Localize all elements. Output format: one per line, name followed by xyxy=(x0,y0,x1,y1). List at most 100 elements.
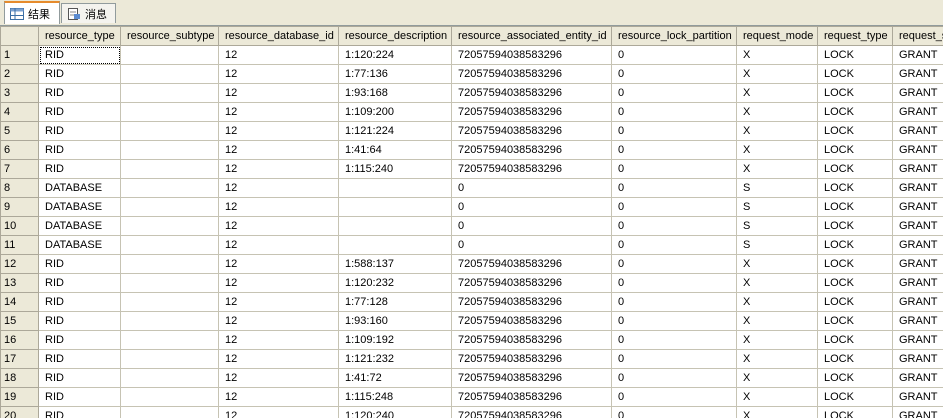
grid-cell[interactable]: 0 xyxy=(611,159,737,179)
grid-cell[interactable]: RID xyxy=(38,45,121,65)
grid-cell[interactable]: 72057594038583296 xyxy=(451,311,612,331)
grid-cell[interactable]: LOCK xyxy=(817,102,893,122)
grid-cell[interactable]: LOCK xyxy=(817,197,893,217)
grid-cell[interactable]: X xyxy=(736,406,818,418)
grid-cell[interactable]: 72057594038583296 xyxy=(451,102,612,122)
grid-cell[interactable]: LOCK xyxy=(817,140,893,160)
grid-cell[interactable]: 12 xyxy=(218,121,339,141)
grid-cell[interactable]: 0 xyxy=(611,273,737,293)
grid-cell[interactable]: 12 xyxy=(218,140,339,160)
grid-cell[interactable]: X xyxy=(736,330,818,350)
grid-cell[interactable]: LOCK xyxy=(817,159,893,179)
grid-cell[interactable]: 12 xyxy=(218,102,339,122)
grid-cell[interactable]: LOCK xyxy=(817,216,893,236)
grid-cell[interactable]: 72057594038583296 xyxy=(451,45,612,65)
grid-cell[interactable]: LOCK xyxy=(817,273,893,293)
grid-cell[interactable]: GRANT xyxy=(892,83,943,103)
grid-cell[interactable]: GRANT xyxy=(892,197,943,217)
grid-cell[interactable]: 72057594038583296 xyxy=(451,387,612,407)
column-header[interactable]: resource_description xyxy=(338,26,452,46)
grid-cell[interactable] xyxy=(120,102,219,122)
grid-cell[interactable]: RID xyxy=(38,406,121,418)
grid-cell[interactable]: 12 xyxy=(218,159,339,179)
grid-cell[interactable]: GRANT xyxy=(892,64,943,84)
grid-cell[interactable]: 72057594038583296 xyxy=(451,83,612,103)
grid-cell[interactable] xyxy=(120,235,219,255)
grid-cell[interactable] xyxy=(120,45,219,65)
grid-cell[interactable]: LOCK xyxy=(817,83,893,103)
row-number[interactable]: 13 xyxy=(0,273,39,293)
grid-cell[interactable]: 72057594038583296 xyxy=(451,349,612,369)
grid-cell[interactable]: X xyxy=(736,349,818,369)
grid-cell[interactable]: DATABASE xyxy=(38,178,121,198)
grid-cell[interactable]: 12 xyxy=(218,349,339,369)
grid-cell[interactable]: GRANT xyxy=(892,406,943,418)
grid-cell[interactable]: 1:41:72 xyxy=(338,368,452,388)
grid-cell[interactable]: X xyxy=(736,387,818,407)
grid-cell[interactable]: RID xyxy=(38,311,121,331)
grid-cell[interactable] xyxy=(120,349,219,369)
column-header[interactable]: request_mode xyxy=(736,26,818,46)
grid-cell[interactable]: LOCK xyxy=(817,121,893,141)
grid-cell[interactable]: DATABASE xyxy=(38,197,121,217)
grid-cell[interactable] xyxy=(338,235,452,255)
column-header[interactable]: resource_associated_entity_id xyxy=(451,26,612,46)
grid-cell[interactable]: 0 xyxy=(611,406,737,418)
grid-cell[interactable]: DATABASE xyxy=(38,216,121,236)
row-number[interactable]: 14 xyxy=(0,292,39,312)
grid-cell[interactable]: LOCK xyxy=(817,311,893,331)
grid-cell[interactable]: GRANT xyxy=(892,387,943,407)
grid-cell[interactable]: 0 xyxy=(611,178,737,198)
grid-cell[interactable]: GRANT xyxy=(892,102,943,122)
grid-cell[interactable]: LOCK xyxy=(817,235,893,255)
grid-cell[interactable]: 12 xyxy=(218,292,339,312)
row-number[interactable]: 2 xyxy=(0,64,39,84)
row-number[interactable]: 12 xyxy=(0,254,39,274)
grid-cell[interactable]: X xyxy=(736,273,818,293)
grid-cell[interactable]: 12 xyxy=(218,235,339,255)
grid-cell[interactable] xyxy=(120,197,219,217)
grid-cell[interactable]: 0 xyxy=(611,387,737,407)
grid-cell[interactable]: GRANT xyxy=(892,254,943,274)
grid-cell[interactable]: 12 xyxy=(218,311,339,331)
grid-cell[interactable]: 12 xyxy=(218,45,339,65)
row-number[interactable]: 8 xyxy=(0,178,39,198)
grid-cell[interactable]: 72057594038583296 xyxy=(451,121,612,141)
column-header[interactable]: resource_subtype xyxy=(120,26,219,46)
grid-cell[interactable] xyxy=(120,159,219,179)
grid-cell[interactable]: X xyxy=(736,311,818,331)
grid-cell[interactable]: 0 xyxy=(611,292,737,312)
grid-cell[interactable]: 0 xyxy=(451,216,612,236)
grid-cell[interactable]: GRANT xyxy=(892,159,943,179)
grid-cell[interactable]: GRANT xyxy=(892,311,943,331)
grid-cell[interactable]: RID xyxy=(38,140,121,160)
grid-cell[interactable]: 0 xyxy=(451,178,612,198)
grid-cell[interactable] xyxy=(120,64,219,84)
grid-cell[interactable] xyxy=(120,254,219,274)
grid-cell[interactable]: 12 xyxy=(218,178,339,198)
grid-cell[interactable]: 12 xyxy=(218,197,339,217)
grid-cell[interactable]: RID xyxy=(38,387,121,407)
grid-cell[interactable]: 0 xyxy=(451,235,612,255)
row-number[interactable]: 6 xyxy=(0,140,39,160)
grid-cell[interactable]: 0 xyxy=(611,121,737,141)
grid-cell[interactable]: GRANT xyxy=(892,368,943,388)
grid-cell[interactable]: 72057594038583296 xyxy=(451,292,612,312)
grid-cell[interactable] xyxy=(120,121,219,141)
grid-cell[interactable]: 72057594038583296 xyxy=(451,368,612,388)
grid-cell[interactable]: LOCK xyxy=(817,406,893,418)
grid-cell[interactable]: 1:120:224 xyxy=(338,45,452,65)
grid-cell[interactable]: X xyxy=(736,102,818,122)
row-number[interactable]: 1 xyxy=(0,45,39,65)
grid-cell[interactable]: 0 xyxy=(611,254,737,274)
grid-cell[interactable]: LOCK xyxy=(817,178,893,198)
messages-tab[interactable]: 消息 xyxy=(61,3,116,23)
grid-cell[interactable] xyxy=(120,216,219,236)
grid-cell[interactable]: 1:120:240 xyxy=(338,406,452,418)
grid-cell[interactable]: X xyxy=(736,121,818,141)
grid-cell[interactable]: GRANT xyxy=(892,140,943,160)
grid-cell[interactable] xyxy=(338,178,452,198)
grid-cell[interactable]: 0 xyxy=(611,197,737,217)
grid-cell[interactable]: 1:121:232 xyxy=(338,349,452,369)
grid-cell[interactable]: RID xyxy=(38,292,121,312)
